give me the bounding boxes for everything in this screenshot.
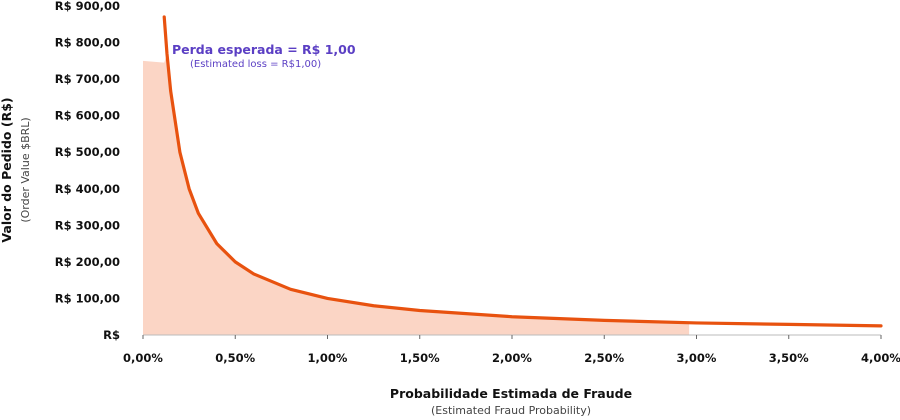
x-tick-label: 0,00% <box>123 351 163 365</box>
annotation-sublabel: (Estimated loss = R$1,00) <box>190 59 321 70</box>
x-tick-label: 4,00% <box>861 351 900 365</box>
x-axis-title: Probabilidade Estimada de Fraude <box>390 386 632 401</box>
x-axis-subtitle: (Estimated Fraud Probability) <box>431 404 591 417</box>
y-tick-label: R$ 900,00 <box>55 0 120 13</box>
x-tick-label: 3,00% <box>677 351 717 365</box>
y-tick-label: R$ 400,00 <box>55 182 120 196</box>
y-axis-title: Valor do Pedido (R$) <box>0 97 14 242</box>
y-tick-label: R$ 300,00 <box>55 218 120 232</box>
y-axis-subtitle: (Order Value $BRL) <box>19 117 32 222</box>
y-tick-label: R$ 100,00 <box>55 291 120 305</box>
y-tick-label: R$ 600,00 <box>55 109 120 123</box>
series-layer <box>162 15 883 328</box>
tick-label-layer: 0,00% 0,50% 1,00% 1,50% 2,00% 2,50% 3,00% 3,50%… <box>55 0 900 365</box>
y-tick-label: R$ 700,00 <box>55 72 120 86</box>
area-layer <box>143 53 690 335</box>
y-tick-label: R$ 200,00 <box>55 255 120 269</box>
series-line <box>162 15 883 328</box>
x-tick-label: 1,50% <box>400 351 440 365</box>
x-tick-label: 1,00% <box>308 351 348 365</box>
y-tick-label: R$ 500,00 <box>55 145 120 159</box>
shaded-area <box>143 53 690 335</box>
annotation-label: Perda esperada = R$ 1,00 <box>172 42 356 57</box>
x-tick-label: 0,50% <box>215 351 255 365</box>
y-tick-label: R$ 800,00 <box>55 36 120 50</box>
x-tick-label: 2,50% <box>584 351 624 365</box>
axis-layer <box>142 334 882 339</box>
y-tick-label: R$ <box>103 328 120 342</box>
x-tick-label: 2,00% <box>492 351 532 365</box>
x-tick-label: 3,50% <box>769 351 809 365</box>
